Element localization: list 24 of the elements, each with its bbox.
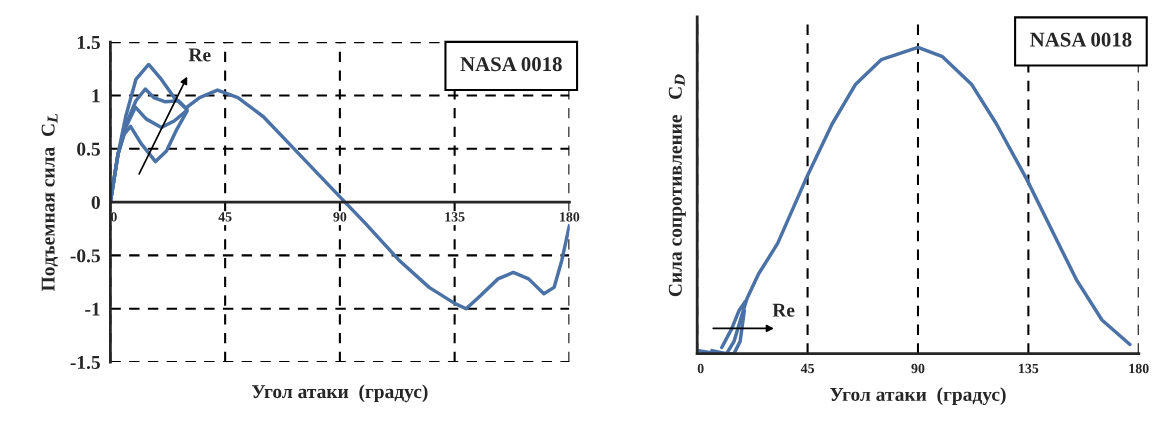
- x-axis-title: Угол атаки (градус): [251, 384, 428, 403]
- y-tick-label: 1: [92, 89, 100, 103]
- y-axis-title: Сила сопротивление C$_{D}$: [668, 74, 686, 297]
- x-tick-label: 45: [218, 212, 232, 222]
- y-tick-label: 0.5: [77, 142, 100, 156]
- x-tick-label: 135: [445, 212, 465, 222]
- y-tick-label: -1: [85, 302, 100, 316]
- x-tick-label: 180: [1129, 363, 1149, 374]
- y-tick-label: 0: [91, 195, 100, 210]
- x-tick-label: 180: [560, 212, 580, 222]
- annotation: Re: [772, 303, 795, 317]
- x-tick-label: 90: [333, 212, 347, 222]
- x-axis-title: Угол атаки (градус): [830, 387, 1006, 406]
- annotation: Re: [188, 48, 211, 62]
- x-tick-label: 135: [1019, 363, 1039, 374]
- x-tick-label: 0: [697, 363, 704, 374]
- y-tick-label: -1.5: [70, 355, 100, 370]
- text: NASA 0018: [1030, 32, 1132, 47]
- x-tick-label: 45: [800, 363, 815, 374]
- y-axis-title: Подъемная сила C$_{L}$: [41, 114, 58, 292]
- x-tick-label: 90: [911, 363, 925, 374]
- y-tick-label: -0.5: [70, 249, 100, 263]
- annotation: NASA 0018: [460, 57, 562, 72]
- y-tick-label: 1.5: [77, 36, 100, 50]
